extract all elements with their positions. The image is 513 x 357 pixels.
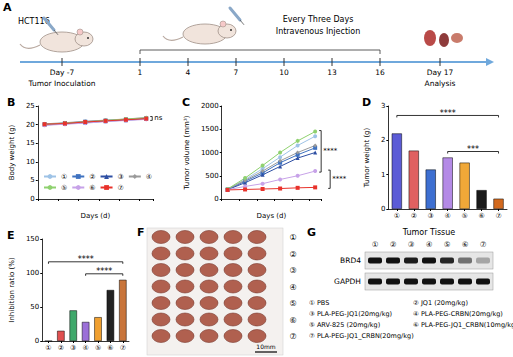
- svg-text:Analysis: Analysis: [425, 79, 456, 88]
- svg-text:Tumor weight (g): Tumor weight (g): [363, 127, 371, 188]
- svg-text:③: ③: [289, 266, 296, 275]
- svg-text:****: ****: [78, 255, 94, 264]
- svg-text:③: ③: [428, 212, 434, 220]
- svg-text:****: ****: [332, 175, 347, 183]
- svg-text:25: 25: [26, 102, 35, 110]
- svg-text:②: ②: [89, 173, 95, 181]
- svg-text:⑥: ⑥: [89, 184, 95, 192]
- svg-text:15: 15: [26, 139, 35, 147]
- svg-text:4: 4: [186, 68, 191, 77]
- svg-text:A: A: [3, 1, 12, 14]
- svg-text:D: D: [362, 96, 371, 109]
- svg-text:10: 10: [279, 68, 289, 77]
- svg-text:500: 500: [205, 172, 218, 180]
- svg-text:② JQ1 (20mg/kg): ② JQ1 (20mg/kg): [413, 299, 468, 307]
- svg-text:Days (d): Days (d): [81, 212, 111, 220]
- svg-text:Tumor Inoculation: Tumor Inoculation: [27, 79, 95, 88]
- svg-text:5: 5: [30, 176, 34, 184]
- svg-text:⑤: ⑤: [461, 212, 467, 220]
- svg-text:50: 50: [30, 303, 39, 311]
- svg-text:Body weight (g): Body weight (g): [8, 124, 16, 180]
- svg-text:G: G: [307, 226, 316, 239]
- svg-text:Tumor volume (mm³): Tumor volume (mm³): [183, 115, 191, 190]
- svg-text:③ PLA-PEG-JQ1(20mg/kg): ③ PLA-PEG-JQ1(20mg/kg): [309, 310, 392, 318]
- svg-text:0: 0: [214, 195, 218, 203]
- svg-text:②: ②: [390, 240, 397, 249]
- svg-text:****: ****: [96, 267, 112, 276]
- svg-text:150: 150: [26, 235, 39, 243]
- svg-text:① PBS: ① PBS: [309, 299, 329, 307]
- svg-text:Tumor Tissue: Tumor Tissue: [402, 228, 456, 237]
- svg-text:⑥ PLA-PEG-JQ1_CRBN(10mg/kg): ⑥ PLA-PEG-JQ1_CRBN(10mg/kg): [413, 321, 513, 329]
- svg-text:Day -7: Day -7: [50, 68, 75, 77]
- svg-text:Days (d): Days (d): [257, 212, 287, 220]
- svg-text:①: ①: [394, 212, 400, 220]
- svg-text:⑥: ⑥: [462, 240, 469, 249]
- svg-text:①: ①: [61, 173, 67, 181]
- svg-text:②: ②: [58, 344, 64, 352]
- svg-text:③: ③: [408, 240, 415, 249]
- svg-text:⑤: ⑤: [61, 184, 67, 192]
- svg-text:1500: 1500: [201, 125, 219, 133]
- svg-text:HCT116: HCT116: [18, 17, 50, 26]
- svg-text:10mm: 10mm: [256, 343, 275, 350]
- svg-text:Intravenous Injection: Intravenous Injection: [276, 27, 360, 36]
- svg-text:①: ①: [372, 240, 379, 249]
- svg-text:⑦: ⑦: [480, 240, 487, 249]
- svg-text:④: ④: [426, 240, 433, 249]
- svg-text:①: ①: [289, 233, 296, 242]
- svg-text:④: ④: [289, 283, 296, 292]
- svg-text:Every Three Days: Every Three Days: [283, 15, 354, 24]
- svg-text:⑤: ⑤: [444, 240, 451, 249]
- svg-text:***: ***: [467, 145, 479, 154]
- svg-text:100: 100: [26, 269, 39, 277]
- svg-text:****: ****: [323, 147, 338, 155]
- svg-text:1: 1: [381, 171, 385, 179]
- svg-text:⑥: ⑥: [289, 316, 296, 325]
- svg-text:ns: ns: [154, 114, 162, 122]
- svg-text:0: 0: [35, 337, 39, 345]
- svg-text:0: 0: [30, 195, 34, 203]
- svg-text:****: ****: [440, 109, 456, 118]
- svg-text:20: 20: [26, 121, 35, 129]
- svg-text:④: ④: [82, 344, 88, 352]
- svg-text:⑦: ⑦: [120, 344, 126, 352]
- svg-text:10: 10: [26, 158, 35, 166]
- svg-text:E: E: [7, 229, 15, 242]
- svg-text:GAPDH: GAPDH: [334, 277, 361, 286]
- svg-text:④: ④: [445, 212, 451, 220]
- svg-text:7: 7: [234, 68, 239, 77]
- svg-text:⑦: ⑦: [118, 184, 124, 192]
- svg-text:③: ③: [70, 344, 76, 352]
- svg-text:⑦ PLA-PEG-JQ1_CRBN(20mg/kg): ⑦ PLA-PEG-JQ1_CRBN(20mg/kg): [309, 332, 414, 340]
- svg-text:⑥: ⑥: [478, 212, 484, 220]
- svg-text:Inhibition ratio (%): Inhibition ratio (%): [8, 257, 16, 323]
- svg-text:3: 3: [381, 102, 385, 110]
- svg-text:⑥: ⑥: [107, 344, 113, 352]
- svg-text:13: 13: [327, 68, 337, 77]
- svg-text:1000: 1000: [201, 149, 219, 157]
- svg-text:④ PLA-PEG-CRBN(20mg/kg): ④ PLA-PEG-CRBN(20mg/kg): [413, 310, 503, 318]
- svg-text:③: ③: [118, 173, 124, 181]
- svg-text:⑦: ⑦: [495, 212, 501, 220]
- svg-text:②: ②: [289, 250, 296, 259]
- svg-text:⑤ ARV-825 (20mg/kg): ⑤ ARV-825 (20mg/kg): [309, 321, 380, 329]
- svg-text:2: 2: [381, 136, 385, 144]
- svg-text:0: 0: [381, 205, 385, 213]
- svg-text:⑤: ⑤: [95, 344, 101, 352]
- svg-text:①: ①: [45, 344, 51, 352]
- svg-text:④: ④: [146, 173, 152, 181]
- svg-text:BRD4: BRD4: [340, 256, 361, 265]
- svg-text:⑦: ⑦: [289, 332, 296, 341]
- svg-text:②: ②: [411, 212, 417, 220]
- svg-text:F: F: [137, 226, 145, 239]
- svg-text:⑤: ⑤: [289, 299, 296, 308]
- svg-text:B: B: [7, 96, 15, 109]
- svg-text:1: 1: [138, 68, 143, 77]
- svg-text:Day 17: Day 17: [427, 68, 454, 77]
- svg-text:2000: 2000: [201, 102, 219, 110]
- svg-text:C: C: [182, 96, 190, 109]
- svg-text:16: 16: [375, 68, 385, 77]
